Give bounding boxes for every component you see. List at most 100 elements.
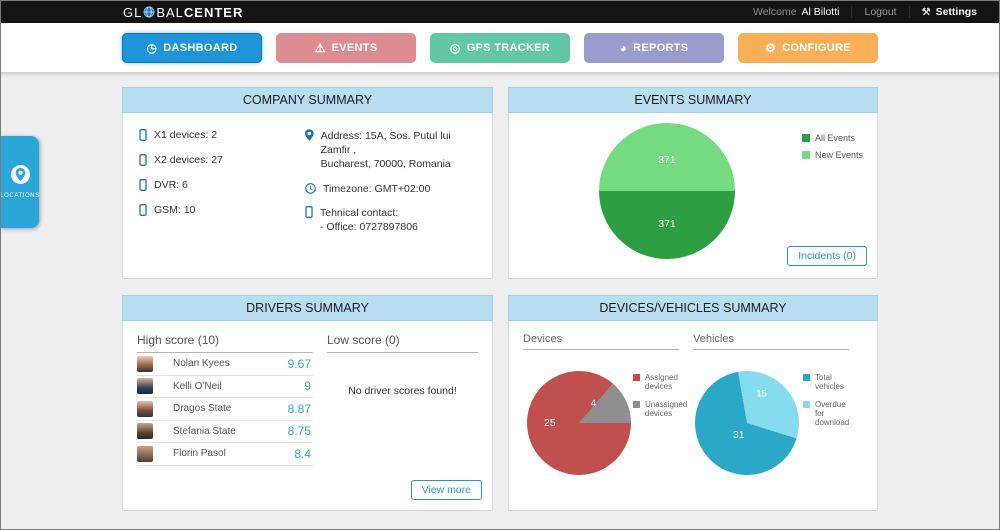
legend-item-overdue-download: Overdue for download — [803, 400, 857, 427]
warning-icon: ⚠ — [314, 41, 326, 55]
tab-configure[interactable]: ⚙ CONFIGURE — [738, 33, 878, 63]
topbar: GL BAL CENTER Welcome Al Bilotti Logout ⚒… — [1, 1, 999, 23]
legend-swatch — [801, 134, 810, 142]
location-pin-icon — [10, 165, 30, 184]
nav-row: ◷ DASHBOARD ⚠ EVENTS ◎ GPS TRACKER ◕ REP… — [122, 23, 878, 63]
dashboard-content: COMPANY SUMMARY X1 devices: 2 X2 devices… — [122, 87, 878, 511]
low-score-header: Low score (0) — [327, 333, 478, 353]
globe-icon — [143, 6, 155, 18]
driver-score: 9.67 — [287, 356, 311, 371]
contact-item: Tehnical contact: - Office: 0727897806 — [305, 205, 482, 234]
driver-name: Stefania State — [173, 425, 236, 437]
view-more-button[interactable]: View more — [410, 480, 482, 500]
company-summary-body: X1 devices: 2 X2 devices: 27 DVR: 6 GSM:… — [123, 113, 492, 234]
locations-label: LOCATIONS — [0, 193, 40, 199]
device-count-item: X2 devices: 27 — [139, 154, 305, 166]
main-nav: ◷ DASHBOARD ⚠ EVENTS ◎ GPS TRACKER ◕ REP… — [1, 23, 999, 73]
devices-pie-chart[interactable]: 25 4 — [527, 371, 631, 475]
tab-dashboard[interactable]: ◷ DASHBOARD — [122, 33, 262, 63]
tab-gps-tracker[interactable]: ◎ GPS TRACKER — [430, 33, 570, 63]
pie-value-new-events: 371 — [658, 153, 676, 166]
mobile-icon — [139, 179, 147, 191]
pie-report-icon: ◕ — [619, 41, 628, 55]
tab-reports[interactable]: ◕ REPORTS — [584, 33, 724, 63]
topbar-right: Welcome Al Bilotti Logout ⚒ Settings — [741, 6, 989, 18]
drivers-summary-title: DRIVERS SUMMARY — [122, 295, 493, 321]
brand-center: CENTER — [183, 4, 244, 20]
driver-score: 8.4 — [294, 446, 311, 461]
pie-value-total: 31 — [732, 429, 745, 442]
vehicles-header: Vehicles — [693, 333, 849, 350]
legend-swatch — [803, 374, 810, 381]
brand-bal: BAL — [156, 4, 184, 20]
pie-value-overdue: 15 — [756, 388, 767, 400]
devices-section: Devices 25 4 Assigned devices Unassigned… — [523, 333, 693, 503]
driver-name: Florin Pasol — [173, 448, 226, 460]
driver-row[interactable]: Dragos State 8.87 — [137, 398, 313, 421]
brand-logo: GL BAL CENTER — [123, 5, 243, 20]
address-line2: Bucharest, 70000, Romania — [320, 158, 451, 171]
company-summary-panel: COMPANY SUMMARY X1 devices: 2 X2 devices… — [122, 87, 493, 279]
legend-swatch — [801, 151, 810, 159]
events-summary-body: 371 371 All Events New Events Incidents … — [509, 113, 877, 276]
driver-avatar — [137, 423, 153, 440]
device-count-item: X1 devices: 2 — [139, 129, 305, 141]
contact-office: - Office: 0727897806 — [320, 220, 418, 233]
driver-avatar — [137, 445, 153, 462]
dashboard-icon: ◷ — [146, 41, 158, 55]
devices-vehicles-panel: DEVICES/VEHICLES SUMMARY Devices 25 4 As… — [508, 295, 878, 511]
company-summary-title: COMPANY SUMMARY — [122, 87, 493, 113]
events-legend: All Events New Events — [801, 133, 863, 160]
settings-button[interactable]: ⚒ Settings — [908, 6, 989, 18]
events-pie-chart[interactable]: 371 371 — [599, 123, 735, 259]
timezone-item: Timezone: GMT+02:00 — [305, 183, 482, 195]
gps-target-icon: ◎ — [449, 41, 461, 55]
phone-icon — [305, 205, 313, 218]
driver-name: Dragos State — [173, 403, 232, 415]
pie-value-unassigned: 4 — [591, 398, 597, 409]
tab-events[interactable]: ⚠ EVENTS — [276, 33, 416, 63]
current-user: Al Bilotti — [801, 6, 840, 18]
gear-icon: ⚙ — [765, 41, 777, 55]
incidents-button[interactable]: Incidents (0) — [787, 246, 867, 266]
legend-item-assigned-devices: Assigned devices — [633, 373, 687, 391]
vehicles-section: Vehicles 15 31 Total vehicles Overdue fo… — [693, 333, 863, 503]
clock-icon — [305, 182, 316, 194]
devices-vehicles-body: Devices 25 4 Assigned devices Unassigned… — [509, 321, 877, 503]
driver-score: 9 — [304, 379, 311, 394]
address-item: Address: 15A, Sos. Putul lui Zamfir , Bu… — [305, 129, 482, 172]
logout-link[interactable]: Logout — [851, 6, 908, 18]
driver-avatar — [137, 355, 153, 372]
legend-item-total-vehicles: Total vehicles — [803, 373, 857, 391]
driver-row[interactable]: Kelli O'Neil 9 — [137, 376, 313, 398]
vehicles-pie-chart[interactable]: 15 31 — [695, 371, 799, 475]
driver-row[interactable]: Nolan Kyees 9.67 — [137, 353, 313, 376]
driver-row[interactable]: Florin Pasol 8.4 — [137, 443, 313, 466]
drivers-summary-panel: DRIVERS SUMMARY High score (10) Nolan Ky… — [122, 295, 493, 511]
device-count-list: X1 devices: 2 X2 devices: 27 DVR: 6 GSM:… — [139, 129, 305, 234]
devices-header: Devices — [523, 333, 679, 350]
devices-legend: Assigned devices Unassigned devices — [633, 373, 687, 418]
contact-title: Tehnical contact: — [320, 206, 399, 219]
high-score-header: High score (10) — [137, 333, 313, 353]
device-count-item: GSM: 10 — [139, 204, 305, 216]
driver-avatar — [137, 378, 153, 395]
devices-vehicles-title: DEVICES/VEHICLES SUMMARY — [508, 295, 878, 321]
company-info: Address: 15A, Sos. Putul lui Zamfir , Bu… — [305, 129, 482, 234]
legend-swatch — [633, 401, 640, 408]
low-score-column: Low score (0) No driver scores found! — [327, 333, 478, 466]
legend-swatch — [803, 401, 810, 408]
device-count-item: DVR: 6 — [139, 179, 305, 191]
driver-score: 8.87 — [287, 401, 311, 416]
brand-gl: GL — [123, 4, 143, 20]
mobile-icon — [139, 129, 147, 141]
driver-avatar — [137, 400, 153, 417]
mobile-icon — [139, 154, 147, 166]
high-score-column: High score (10) Nolan Kyees 9.67 Kelli O… — [137, 333, 313, 466]
legend-item-all-events: All Events — [801, 133, 863, 143]
locations-side-tab[interactable]: LOCATIONS — [1, 136, 39, 228]
welcome-text: Welcome Al Bilotti — [752, 6, 840, 18]
driver-row[interactable]: Stefania State 8.75 — [137, 421, 313, 443]
drivers-summary-body: High score (10) Nolan Kyees 9.67 Kelli O… — [123, 321, 492, 466]
